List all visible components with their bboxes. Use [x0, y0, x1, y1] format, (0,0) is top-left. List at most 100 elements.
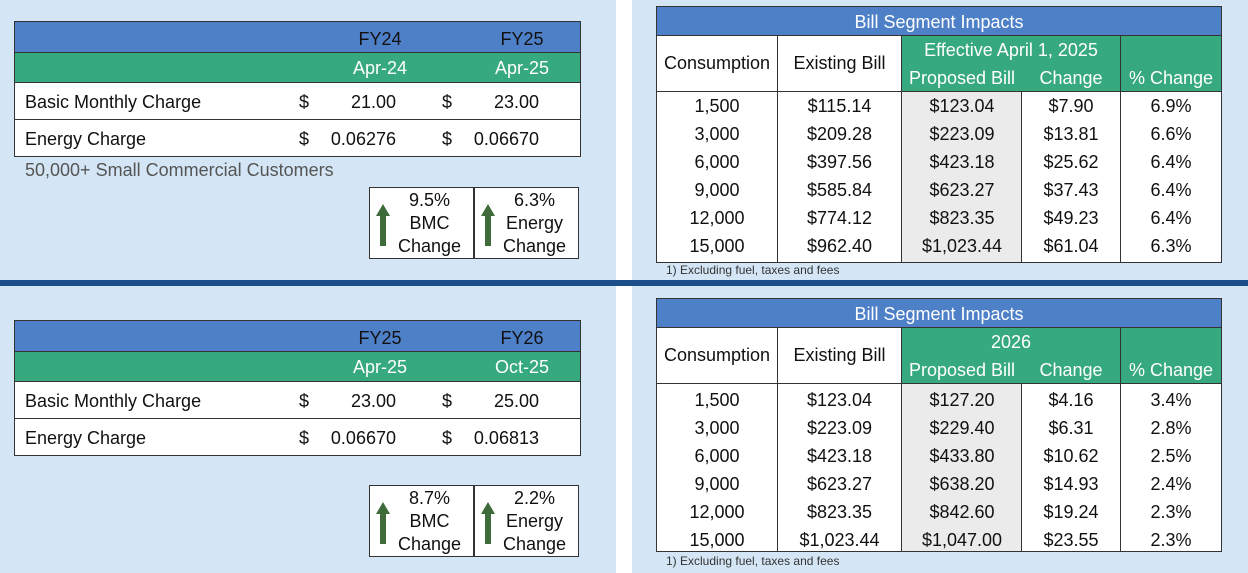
customer-note: 50,000+ Small Commercial Customers — [25, 160, 334, 180]
existing-bill-cell: $397.56 — [806, 152, 873, 172]
bmc-change-box: 8.7% BMC Change — [369, 485, 474, 557]
energy-change-box: 6.3% Energy Change — [474, 187, 579, 259]
rate-row-bmc: Basic Monthly Charge $ 23.00 $ 25.00 — [15, 382, 580, 419]
column-divider — [1120, 384, 1121, 551]
month-label: Apr-24 — [352, 58, 408, 78]
up-arrow-icon — [376, 502, 390, 544]
bill-impact-table-bottom: Bill Segment Impacts Consumption Existin… — [656, 298, 1222, 552]
bill-table-title: Bill Segment Impacts — [657, 299, 1221, 328]
month-header: Apr-24 Apr-25 — [15, 53, 580, 83]
col-proposed-bill: Proposed Bill — [908, 360, 1016, 380]
rate-value: 0.06670 — [330, 428, 396, 448]
section-divider — [0, 280, 1248, 286]
change-label: Change — [397, 236, 462, 256]
up-arrow-icon — [481, 204, 495, 246]
existing-bill-cell: $115.14 — [807, 96, 872, 116]
existing-bill-cell: $223.09 — [806, 418, 873, 438]
col-group-year: 2026 — [990, 332, 1032, 352]
month-label: Oct-25 — [494, 357, 550, 377]
consumption-cell: 1,500 — [694, 96, 740, 116]
fiscal-year-header: FY25 FY26 — [15, 321, 580, 352]
proposed-bill-cell: $123.04 — [929, 96, 995, 116]
pct-change-cell: 2.3% — [1150, 502, 1192, 522]
month-header: Apr-25 Oct-25 — [15, 352, 580, 382]
change-cell: $4.16 — [1048, 390, 1094, 410]
proposed-bill-cell: $229.40 — [929, 418, 995, 438]
pct-change-cell: 6.4% — [1150, 152, 1192, 172]
bill-table-header: Consumption Existing Bill 2026 Proposed … — [657, 328, 1221, 384]
existing-bill-cell: $823.35 — [806, 502, 873, 522]
proposed-bill-cell: $842.60 — [929, 502, 995, 522]
column-divider — [1021, 384, 1022, 551]
currency-symbol: $ — [299, 428, 310, 448]
currency-symbol: $ — [442, 428, 453, 448]
proposed-bill-cell: $823.35 — [929, 208, 995, 228]
change-percent: 8.7% — [408, 488, 451, 508]
rate-table-top: FY24 FY25 Apr-24 Apr-25 Basic Monthly Ch… — [14, 21, 581, 157]
pct-change-cell: 2.3% — [1150, 530, 1192, 550]
rate-table-bottom: FY25 FY26 Apr-25 Oct-25 Basic Monthly Ch… — [14, 320, 581, 456]
rate-value: 0.06276 — [330, 129, 396, 149]
consumption-cell: 6,000 — [694, 446, 740, 466]
pct-change-cell: 6.4% — [1150, 208, 1192, 228]
bill-impact-table-top: Bill Segment Impacts Consumption Existin… — [656, 6, 1222, 263]
consumption-cell: 15,000 — [689, 236, 745, 256]
row-label: Basic Monthly Charge — [25, 92, 202, 112]
column-divider — [901, 92, 902, 262]
row-label: Basic Monthly Charge — [25, 391, 202, 411]
pct-change-cell: 6.4% — [1150, 180, 1192, 200]
column-divider — [777, 92, 778, 262]
existing-bill-cell: $423.18 — [806, 446, 873, 466]
column-divider — [1120, 92, 1121, 262]
col-pct-change: % Change — [1128, 360, 1214, 380]
change-cell: $25.62 — [1043, 152, 1099, 172]
column-divider — [901, 384, 902, 551]
existing-bill-cell: $962.40 — [806, 236, 873, 256]
bill-table-body: 1,500 $123.04 $127.20 $4.16 3.4% 3,000 $223.09… — [657, 384, 1221, 551]
change-cell: $13.81 — [1043, 124, 1099, 144]
consumption-cell: 6,000 — [694, 152, 740, 172]
month-label: Apr-25 — [352, 357, 408, 377]
proposed-bill-cell: $433.80 — [929, 446, 995, 466]
proposed-bill-cell: $1,023.44 — [921, 236, 1003, 256]
change-percent: 9.5% — [408, 190, 451, 210]
proposed-bill-cell: $638.20 — [929, 474, 995, 494]
change-label: Change — [502, 534, 567, 554]
pct-change-cell: 3.4% — [1150, 390, 1192, 410]
existing-bill-cell: $585.84 — [806, 180, 873, 200]
proposed-bill-cell: $623.27 — [929, 180, 995, 200]
bill-table-title: Bill Segment Impacts — [657, 7, 1221, 36]
energy-change-box: 2.2% Energy Change — [474, 485, 579, 557]
col-existing-bill: Existing Bill — [793, 345, 886, 365]
proposed-bill-cell: $223.09 — [929, 124, 995, 144]
rate-value: 23.00 — [350, 391, 396, 411]
pct-change-cell: 6.9% — [1150, 96, 1192, 116]
year-label: FY25 — [358, 328, 402, 348]
column-divider — [777, 384, 778, 551]
row-label: Energy Charge — [25, 129, 147, 149]
proposed-bill-cell: $1,047.00 — [921, 530, 1003, 550]
consumption-cell: 3,000 — [694, 418, 740, 438]
rate-value: 21.00 — [350, 92, 396, 112]
change-cell: $19.24 — [1043, 502, 1099, 522]
existing-bill-cell: $123.04 — [806, 390, 873, 410]
col-consumption: Consumption — [663, 345, 771, 365]
currency-symbol: $ — [442, 129, 453, 149]
up-arrow-icon — [376, 204, 390, 246]
up-arrow-icon — [481, 502, 495, 544]
consumption-cell: 15,000 — [689, 530, 745, 550]
col-proposed-bill: Proposed Bill — [908, 68, 1016, 88]
change-cell: $10.62 — [1043, 446, 1099, 466]
fiscal-year-header: FY24 FY25 — [15, 22, 580, 53]
change-label: Energy — [505, 511, 564, 531]
change-cell: $49.23 — [1043, 208, 1099, 228]
col-change: Change — [1039, 360, 1103, 380]
change-label: Change — [502, 236, 567, 256]
pct-change-cell: 2.8% — [1150, 418, 1192, 438]
col-consumption: Consumption — [663, 53, 771, 73]
change-cell: $7.90 — [1048, 96, 1094, 116]
rate-value: 23.00 — [493, 92, 539, 112]
change-cell: $6.31 — [1048, 418, 1094, 438]
rate-value: 0.06813 — [473, 428, 539, 448]
consumption-cell: 9,000 — [694, 474, 740, 494]
